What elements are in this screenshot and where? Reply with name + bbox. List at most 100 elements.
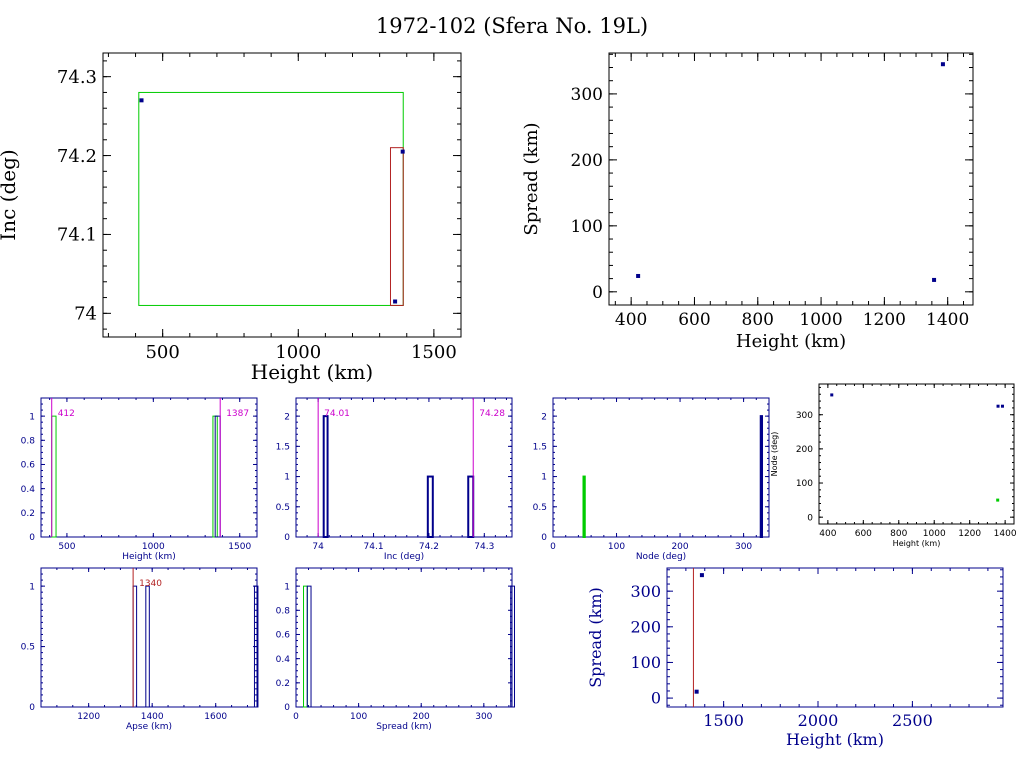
x-tick-label: 1400 [994, 529, 1017, 539]
marker-label: 74.28 [479, 409, 505, 419]
y-tick-label: 100 [630, 653, 661, 672]
x-tick-label: 1000 [923, 529, 946, 539]
histogram-bar [145, 585, 150, 708]
x-tick-label: 1000 [275, 342, 321, 363]
y-tick-label: 0.6 [276, 631, 291, 641]
x-tick-label: 1600 [204, 712, 227, 722]
data-point [636, 273, 641, 278]
x-tick-label: 74 [312, 542, 324, 552]
x-tick-label: 100 [350, 712, 367, 722]
page-title: 1972-102 (Sfera No. 19L) [375, 14, 649, 38]
histogram-bar [510, 585, 516, 708]
chart-panel-4: 74 74.1 74.2 74.3 0 0.5 1 1.5 2 Inc (deg) 74.01 74.… [276, 397, 513, 562]
chart-panel-2: 400 600 800 1000 1200 1400 0 100 200 300 Height (k… [521, 52, 974, 352]
histogram-bar [582, 475, 586, 538]
y-tick-label: 1 [541, 473, 547, 483]
x-tick-label: 500 [58, 542, 75, 552]
x-tick-label: 1500 [228, 542, 251, 552]
histogram-bar [322, 415, 329, 538]
x-tick-label: 200 [671, 542, 688, 552]
histogram-bar [467, 475, 475, 538]
x-tick-label: 600 [678, 310, 710, 330]
x-axis-label: Height (km) [786, 730, 884, 749]
y-tick-label: 2 [284, 412, 290, 422]
x-tick-label: 1400 [926, 310, 969, 330]
y-tick-label: 74.2 [57, 146, 97, 167]
data-point [996, 404, 1000, 408]
plot-frame [666, 567, 1004, 708]
y-tick-label: 0.6 [21, 461, 36, 471]
x-tick-label: 74.2 [419, 542, 439, 552]
data-point [393, 299, 398, 304]
x-tick-label: 1200 [958, 529, 981, 539]
x-axis-label: Apse (km) [126, 722, 172, 732]
data-point [694, 689, 699, 694]
chart-panel-1: 500 1000 1500 74 74.1 74.2 74.3 Height (km) Inc … [0, 52, 462, 384]
y-tick-label: 100 [571, 217, 603, 237]
y-tick-label: 0 [29, 703, 35, 713]
y-tick-label: 0.8 [276, 606, 291, 616]
plot-frame [608, 52, 974, 306]
x-tick-label: 800 [742, 310, 774, 330]
data-point [699, 573, 704, 578]
x-axis-label: Node (deg) [636, 552, 686, 562]
data-point [940, 62, 945, 67]
plot-frame [295, 397, 513, 538]
x-axis-label: Spread (km) [376, 722, 432, 732]
histogram-bar [759, 415, 764, 538]
y-tick-label: 300 [796, 411, 813, 421]
y-tick-label: 0 [651, 689, 661, 708]
y-tick-label: 200 [630, 617, 661, 636]
x-tick-label: 400 [615, 310, 647, 330]
x-tick-label: 1000 [799, 310, 842, 330]
range-box [389, 147, 404, 306]
y-axis-label: Inc (deg) [0, 149, 20, 240]
y-tick-label: 0 [541, 533, 547, 543]
chart-panel-7: 1200 1400 1600 0 0.5 1 Apse (km) 1340 [21, 567, 259, 732]
x-tick-label: 200 [413, 712, 430, 722]
y-tick-label: 0.2 [276, 679, 290, 689]
y-tick-label: 200 [571, 151, 603, 171]
x-tick-label: 300 [735, 542, 752, 552]
x-tick-label: 0 [550, 542, 556, 552]
plot-frame [818, 383, 1015, 525]
y-tick-label: 200 [796, 445, 813, 455]
x-tick-label: 0 [293, 712, 299, 722]
y-tick-label: 0.8 [21, 436, 36, 446]
data-point [139, 98, 144, 103]
y-axis-label: Spread (km) [521, 122, 542, 235]
data-point [932, 277, 937, 282]
plot-frame [552, 397, 770, 538]
x-axis-label: Height (km) [893, 539, 941, 548]
data-point [996, 498, 1000, 502]
histogram-bar [132, 585, 138, 708]
histogram-bar [51, 415, 57, 538]
y-tick-label: 0.2 [21, 509, 35, 519]
chart-panel-3: 500 1000 1500 0 0.2 0.4 0.6 0.8 1 Height (km) 412 1… [21, 397, 258, 562]
x-tick-label: 500 [145, 342, 179, 363]
y-tick-label: 100 [796, 479, 813, 489]
x-tick-label: 74.3 [474, 542, 494, 552]
x-tick-label: 2000 [798, 711, 839, 730]
y-tick-label: 2 [541, 412, 547, 422]
data-point [400, 149, 405, 154]
y-tick-label: 74.3 [57, 67, 97, 88]
x-axis-label: Height (km) [251, 360, 373, 384]
chart-panel-8: 0 100 200 300 0 0.2 0.4 0.6 0.8 1 Spread (km) [276, 567, 516, 732]
histogram-bar [253, 585, 259, 708]
y-tick-label: 0.5 [533, 503, 547, 513]
histogram-bar [426, 475, 434, 538]
y-tick-label: 0 [284, 533, 290, 543]
marker-label: 412 [58, 409, 75, 419]
data-point [1000, 404, 1004, 408]
plot-frame [295, 567, 513, 708]
range-box [138, 91, 404, 306]
plot-frame [102, 52, 462, 338]
y-tick-label: 0.5 [276, 503, 290, 513]
x-tick-label: 1000 [142, 542, 165, 552]
y-tick-label: 1.5 [276, 442, 290, 452]
x-tick-label: 1500 [703, 711, 744, 730]
y-tick-label: 0 [29, 533, 35, 543]
x-axis-label: Height (km) [122, 552, 176, 562]
histogram-bar [303, 585, 308, 708]
